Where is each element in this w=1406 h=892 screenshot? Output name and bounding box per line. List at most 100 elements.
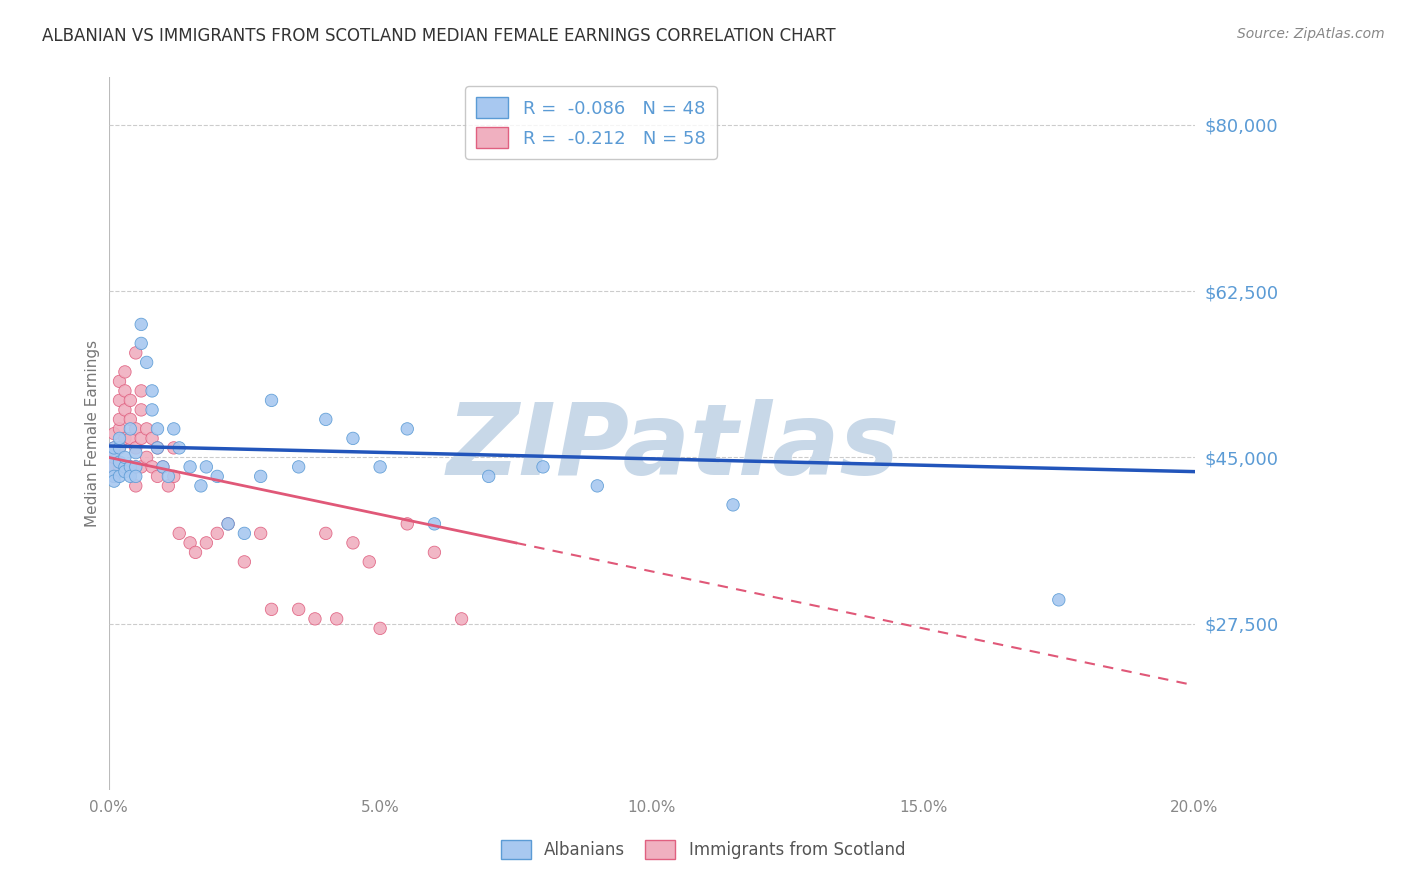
Point xyxy=(129,403,152,417)
Text: ZIPatlas: ZIPatlas xyxy=(447,400,900,496)
Point xyxy=(125,469,148,483)
Point xyxy=(120,431,142,445)
Point xyxy=(108,431,131,445)
Point xyxy=(163,422,186,436)
Point xyxy=(114,365,136,379)
Point xyxy=(163,469,186,483)
Point xyxy=(103,474,125,488)
Point xyxy=(125,441,148,455)
Point xyxy=(103,450,125,465)
Point xyxy=(103,445,125,459)
Point xyxy=(205,526,228,541)
Point xyxy=(103,441,125,455)
Point xyxy=(152,459,174,474)
Y-axis label: Median Female Earnings: Median Female Earnings xyxy=(86,340,100,527)
Point xyxy=(249,526,271,541)
Point xyxy=(135,355,157,369)
Text: Source: ZipAtlas.com: Source: ZipAtlas.com xyxy=(1237,27,1385,41)
Point xyxy=(120,459,142,474)
Point xyxy=(141,459,163,474)
Point xyxy=(129,384,152,398)
Point xyxy=(325,612,347,626)
Point xyxy=(315,412,337,426)
Point xyxy=(114,465,136,479)
Point xyxy=(108,375,131,389)
Point xyxy=(108,412,131,426)
Point xyxy=(103,459,125,474)
Point xyxy=(135,422,157,436)
Point xyxy=(146,469,169,483)
Point xyxy=(157,479,180,493)
Point xyxy=(146,422,169,436)
Point xyxy=(167,441,190,455)
Point xyxy=(108,441,131,455)
Point xyxy=(129,431,152,445)
Point xyxy=(120,393,142,408)
Point xyxy=(217,516,239,531)
Point xyxy=(114,384,136,398)
Point xyxy=(167,526,190,541)
Point xyxy=(114,459,136,474)
Point xyxy=(315,526,337,541)
Point xyxy=(108,455,131,469)
Point xyxy=(342,431,364,445)
Legend: Albanians, Immigrants from Scotland: Albanians, Immigrants from Scotland xyxy=(494,833,912,866)
Point xyxy=(125,422,148,436)
Point xyxy=(108,441,131,455)
Point xyxy=(195,459,218,474)
Point xyxy=(108,459,131,474)
Point xyxy=(114,403,136,417)
Point xyxy=(190,479,212,493)
Point xyxy=(103,469,125,483)
Point xyxy=(233,555,256,569)
Point xyxy=(721,498,744,512)
Point xyxy=(108,469,131,483)
Point xyxy=(125,459,148,474)
Point xyxy=(179,536,201,550)
Point xyxy=(368,459,391,474)
Point xyxy=(108,422,131,436)
Point xyxy=(184,545,207,559)
Point xyxy=(103,426,125,441)
Point xyxy=(120,412,142,426)
Point xyxy=(304,612,326,626)
Point xyxy=(141,384,163,398)
Point xyxy=(287,459,309,474)
Point xyxy=(125,459,148,474)
Point xyxy=(141,431,163,445)
Point xyxy=(146,441,169,455)
Point xyxy=(114,459,136,474)
Point xyxy=(423,516,446,531)
Point xyxy=(423,545,446,559)
Point xyxy=(179,459,201,474)
Point xyxy=(531,459,554,474)
Text: ALBANIAN VS IMMIGRANTS FROM SCOTLAND MEDIAN FEMALE EARNINGS CORRELATION CHART: ALBANIAN VS IMMIGRANTS FROM SCOTLAND MED… xyxy=(42,27,835,45)
Point xyxy=(396,422,419,436)
Point xyxy=(141,403,163,417)
Point xyxy=(114,431,136,445)
Point xyxy=(359,555,381,569)
Point xyxy=(342,536,364,550)
Point xyxy=(125,445,148,459)
Point xyxy=(1047,592,1070,607)
Point xyxy=(157,469,180,483)
Point xyxy=(129,459,152,474)
Point xyxy=(152,459,174,474)
Point xyxy=(396,516,419,531)
Point xyxy=(163,441,186,455)
Point xyxy=(120,422,142,436)
Point xyxy=(260,602,283,616)
Point xyxy=(195,536,218,550)
Point xyxy=(103,459,125,474)
Point xyxy=(368,621,391,635)
Point xyxy=(586,479,609,493)
Point xyxy=(205,469,228,483)
Point xyxy=(129,336,152,351)
Point xyxy=(103,441,125,455)
Point xyxy=(260,393,283,408)
Point xyxy=(146,441,169,455)
Point xyxy=(129,318,152,332)
Point xyxy=(125,479,148,493)
Point xyxy=(135,450,157,465)
Point xyxy=(120,459,142,474)
